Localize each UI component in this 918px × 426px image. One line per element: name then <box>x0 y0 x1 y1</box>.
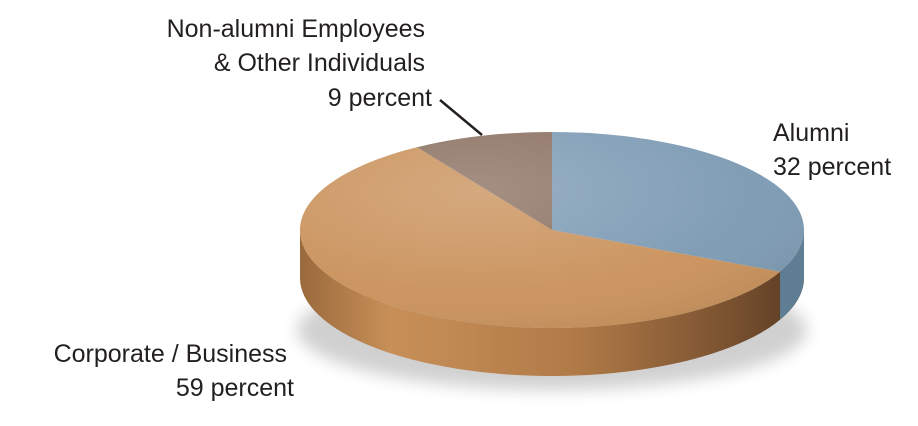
label-alumni: Alumni 32 percent <box>773 119 891 181</box>
label-value: 59 percent <box>176 374 294 402</box>
label-corporate: Corporate / Business 59 percent <box>54 340 294 402</box>
label-value: 32 percent <box>773 153 891 181</box>
label-non-alumni: Non-alumni Employees & Other Individuals… <box>167 15 432 112</box>
label-value: 9 percent <box>328 84 432 112</box>
pie-side-wall <box>300 230 804 376</box>
label-line: Alumni <box>773 119 849 147</box>
label-line: Corporate / Business <box>54 340 287 368</box>
leader-line <box>439 99 483 136</box>
label-line: Non-alumni Employees <box>167 15 425 43</box>
pie-slices <box>300 132 805 328</box>
label-line: & Other Individuals <box>214 49 425 77</box>
